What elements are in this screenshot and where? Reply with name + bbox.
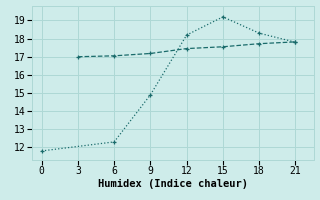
- X-axis label: Humidex (Indice chaleur): Humidex (Indice chaleur): [98, 179, 248, 189]
